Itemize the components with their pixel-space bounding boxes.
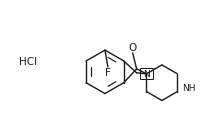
Bar (139, 68, 152, 79)
Text: F: F (104, 68, 110, 78)
Text: HCl: HCl (19, 57, 37, 67)
Text: O: O (128, 43, 136, 53)
Text: N: N (142, 70, 149, 79)
Text: NH: NH (181, 84, 195, 93)
